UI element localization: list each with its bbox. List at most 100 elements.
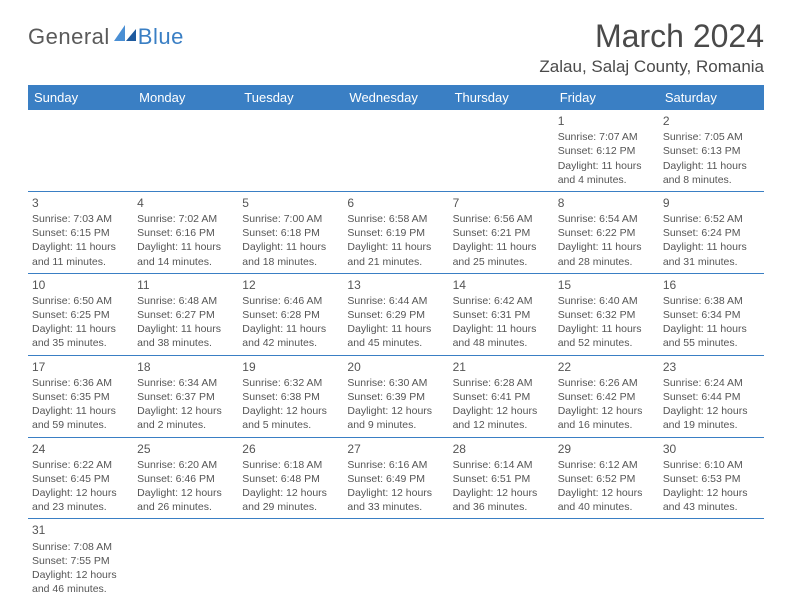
sunset-text: Sunset: 6:35 PM	[32, 390, 129, 404]
daylight-text: Daylight: 11 hours	[558, 322, 655, 336]
calendar-week: 10Sunrise: 6:50 AMSunset: 6:25 PMDayligh…	[28, 273, 764, 355]
daylight-text: and 11 minutes.	[32, 255, 129, 269]
sunset-text: Sunset: 6:29 PM	[347, 308, 444, 322]
daylight-text: and 9 minutes.	[347, 418, 444, 432]
page-title: March 2024	[539, 18, 764, 55]
daylight-text: Daylight: 12 hours	[242, 404, 339, 418]
day-number: 25	[137, 441, 234, 457]
daylight-text: and 48 minutes.	[453, 336, 550, 350]
calendar-day: 2Sunrise: 7:05 AMSunset: 6:13 PMDaylight…	[659, 110, 764, 191]
sunrise-text: Sunrise: 6:34 AM	[137, 376, 234, 390]
calendar-day: 8Sunrise: 6:54 AMSunset: 6:22 PMDaylight…	[554, 191, 659, 273]
sunrise-text: Sunrise: 6:22 AM	[32, 458, 129, 472]
day-header: Sunday	[28, 85, 133, 110]
sunset-text: Sunset: 6:28 PM	[242, 308, 339, 322]
daylight-text: and 23 minutes.	[32, 500, 129, 514]
day-number: 24	[32, 441, 129, 457]
sunrise-text: Sunrise: 6:56 AM	[453, 212, 550, 226]
day-header: Saturday	[659, 85, 764, 110]
daylight-text: Daylight: 12 hours	[242, 486, 339, 500]
daylight-text: Daylight: 11 hours	[347, 322, 444, 336]
day-number: 27	[347, 441, 444, 457]
daylight-text: Daylight: 11 hours	[453, 322, 550, 336]
day-header: Thursday	[449, 85, 554, 110]
daylight-text: Daylight: 12 hours	[558, 486, 655, 500]
sunset-text: Sunset: 6:12 PM	[558, 144, 655, 158]
sunset-text: Sunset: 6:24 PM	[663, 226, 760, 240]
sunset-text: Sunset: 6:31 PM	[453, 308, 550, 322]
header: General Blue March 2024 Zalau, Salaj Cou…	[28, 18, 764, 77]
calendar-week: 31Sunrise: 7:08 AMSunset: 7:55 PMDayligh…	[28, 519, 764, 600]
sunset-text: Sunset: 6:25 PM	[32, 308, 129, 322]
calendar-day: 30Sunrise: 6:10 AMSunset: 6:53 PMDayligh…	[659, 437, 764, 519]
daylight-text: Daylight: 11 hours	[137, 322, 234, 336]
calendar-day: 23Sunrise: 6:24 AMSunset: 6:44 PMDayligh…	[659, 355, 764, 437]
daylight-text: Daylight: 11 hours	[347, 240, 444, 254]
calendar-day: 16Sunrise: 6:38 AMSunset: 6:34 PMDayligh…	[659, 273, 764, 355]
daylight-text: and 12 minutes.	[453, 418, 550, 432]
sunrise-text: Sunrise: 6:28 AM	[453, 376, 550, 390]
day-header: Friday	[554, 85, 659, 110]
day-number: 31	[32, 522, 129, 538]
sunrise-text: Sunrise: 7:07 AM	[558, 130, 655, 144]
daylight-text: Daylight: 12 hours	[453, 404, 550, 418]
calendar-day: 1Sunrise: 7:07 AMSunset: 6:12 PMDaylight…	[554, 110, 659, 191]
daylight-text: Daylight: 11 hours	[663, 322, 760, 336]
day-header-row: SundayMondayTuesdayWednesdayThursdayFrid…	[28, 85, 764, 110]
sunrise-text: Sunrise: 6:38 AM	[663, 294, 760, 308]
sunset-text: Sunset: 6:49 PM	[347, 472, 444, 486]
sunset-text: Sunset: 6:48 PM	[242, 472, 339, 486]
day-number: 28	[453, 441, 550, 457]
daylight-text: and 28 minutes.	[558, 255, 655, 269]
day-number: 8	[558, 195, 655, 211]
sunset-text: Sunset: 6:42 PM	[558, 390, 655, 404]
sunset-text: Sunset: 6:45 PM	[32, 472, 129, 486]
daylight-text: Daylight: 12 hours	[347, 486, 444, 500]
day-number: 6	[347, 195, 444, 211]
calendar-day: 18Sunrise: 6:34 AMSunset: 6:37 PMDayligh…	[133, 355, 238, 437]
calendar-day: 6Sunrise: 6:58 AMSunset: 6:19 PMDaylight…	[343, 191, 448, 273]
sunrise-text: Sunrise: 6:10 AM	[663, 458, 760, 472]
daylight-text: Daylight: 11 hours	[558, 240, 655, 254]
day-number: 7	[453, 195, 550, 211]
day-header: Monday	[133, 85, 238, 110]
day-number: 3	[32, 195, 129, 211]
day-number: 18	[137, 359, 234, 375]
daylight-text: Daylight: 12 hours	[137, 404, 234, 418]
calendar-day: 3Sunrise: 7:03 AMSunset: 6:15 PMDaylight…	[28, 191, 133, 273]
sunset-text: Sunset: 6:53 PM	[663, 472, 760, 486]
daylight-text: and 42 minutes.	[242, 336, 339, 350]
sunrise-text: Sunrise: 6:30 AM	[347, 376, 444, 390]
sunset-text: Sunset: 6:44 PM	[663, 390, 760, 404]
calendar-week: 24Sunrise: 6:22 AMSunset: 6:45 PM Dayligh…	[28, 437, 764, 519]
sunrise-text: Sunrise: 6:32 AM	[242, 376, 339, 390]
day-number: 23	[663, 359, 760, 375]
daylight-text: Daylight: 11 hours	[663, 159, 760, 173]
calendar-empty	[28, 110, 133, 191]
calendar-day: 25Sunrise: 6:20 AMSunset: 6:46 PMDayligh…	[133, 437, 238, 519]
day-number: 5	[242, 195, 339, 211]
daylight-text: and 45 minutes.	[347, 336, 444, 350]
day-number: 9	[663, 195, 760, 211]
location-subtitle: Zalau, Salaj County, Romania	[539, 57, 764, 77]
calendar-day: 24Sunrise: 6:22 AMSunset: 6:45 PMDayligh…	[28, 437, 133, 519]
calendar-day: 27Sunrise: 6:16 AMSunset: 6:49 PMDayligh…	[343, 437, 448, 519]
daylight-text: and 25 minutes.	[453, 255, 550, 269]
sunrise-text: Sunrise: 6:12 AM	[558, 458, 655, 472]
daylight-text: and 38 minutes.	[137, 336, 234, 350]
daylight-text: Daylight: 11 hours	[453, 240, 550, 254]
day-number: 19	[242, 359, 339, 375]
title-block: March 2024 Zalau, Salaj County, Romania	[539, 18, 764, 77]
sunrise-text: Sunrise: 6:52 AM	[663, 212, 760, 226]
daylight-text: Daylight: 11 hours	[137, 240, 234, 254]
daylight-text: and 29 minutes.	[242, 500, 339, 514]
calendar-day: 12Sunrise: 6:46 AMSunset: 6:28 PMDayligh…	[238, 273, 343, 355]
sunrise-text: Sunrise: 6:14 AM	[453, 458, 550, 472]
daylight-text: Daylight: 12 hours	[347, 404, 444, 418]
calendar-empty	[133, 519, 238, 600]
sunrise-text: Sunrise: 7:03 AM	[32, 212, 129, 226]
sunrise-text: Sunrise: 6:58 AM	[347, 212, 444, 226]
calendar-day: 4Sunrise: 7:02 AMSunset: 6:16 PMDaylight…	[133, 191, 238, 273]
calendar-day: 15Sunrise: 6:40 AMSunset: 6:32 PMDayligh…	[554, 273, 659, 355]
daylight-text: Daylight: 12 hours	[663, 486, 760, 500]
